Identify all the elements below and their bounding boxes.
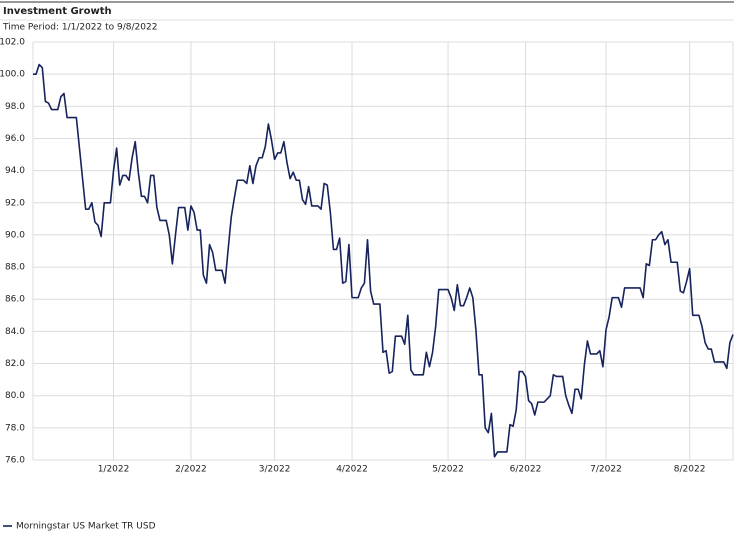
y-tick-label: 78.0 [5, 423, 25, 433]
y-tick-label: 94.0 [5, 166, 25, 176]
x-tick-label: 8/2022 [674, 465, 706, 475]
y-tick-label: 100.0 [0, 70, 25, 80]
y-tick-label: 82.0 [5, 359, 25, 369]
y-tick-label: 80.0 [5, 391, 25, 401]
y-tick-label: 90.0 [5, 230, 25, 240]
x-tick-label: 5/2022 [432, 465, 464, 475]
chart-subtitle: Time Period: 1/1/2022 to 9/8/2022 [2, 23, 157, 33]
y-tick-label: 96.0 [5, 134, 25, 144]
y-tick-label: 92.0 [5, 198, 25, 208]
series-line [33, 63, 734, 458]
x-tick-label: 6/2022 [510, 465, 542, 475]
x-tick-label: 7/2022 [590, 465, 622, 475]
y-tick-label: 102.0 [0, 38, 25, 48]
y-tick-label: 88.0 [5, 263, 25, 273]
x-tick-label: 2/2022 [175, 465, 207, 475]
legend-label: Morningstar US Market TR USD [16, 522, 156, 532]
y-tick-label: 84.0 [5, 327, 25, 337]
y-tick-label: 76.0 [5, 456, 25, 466]
x-tick-label: 3/2022 [259, 465, 291, 475]
y-tick-label: 86.0 [5, 295, 25, 305]
chart-title: Investment Growth [3, 6, 112, 17]
x-tick-label: 4/2022 [336, 465, 368, 475]
y-tick-label: 98.0 [5, 102, 25, 112]
x-tick-label: 1/2022 [98, 465, 130, 475]
